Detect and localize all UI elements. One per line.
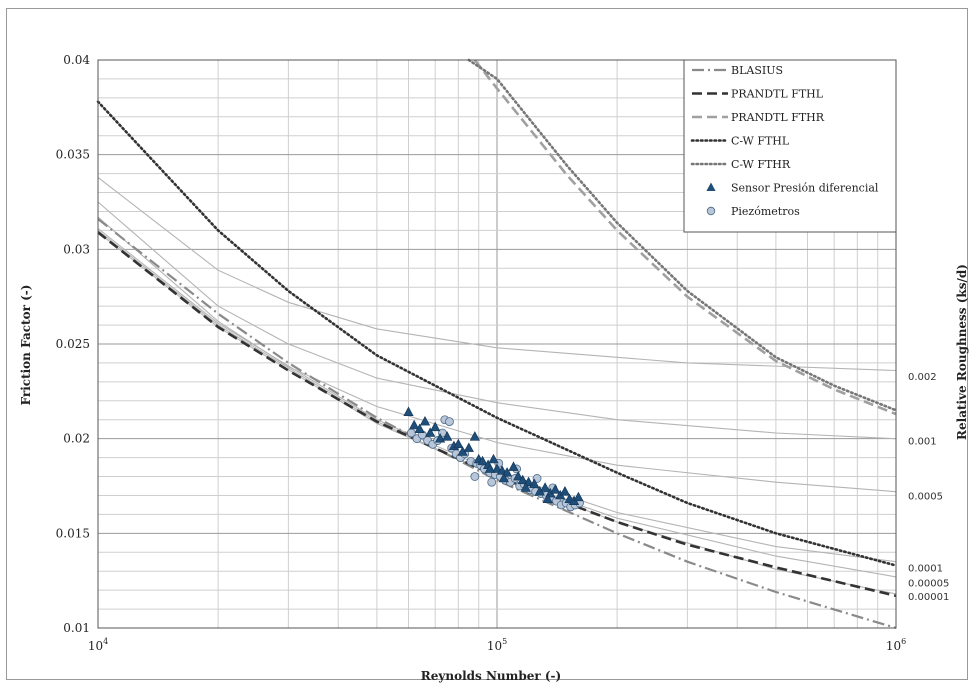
sensor-point — [501, 467, 513, 477]
piezometro-point — [445, 417, 454, 427]
legend-label: Piezómetros — [731, 205, 800, 218]
legend-box — [683, 59, 897, 233]
sensor-point — [520, 482, 531, 492]
sensor-point — [477, 455, 488, 466]
sensor-point — [442, 431, 453, 441]
sensor-point — [508, 461, 519, 471]
piezometro-point — [487, 477, 497, 487]
roughness-curve — [97, 216, 897, 493]
roughness-labels: 0.002 0.001 0.0005 0.0001 0.00005 0.00001 — [908, 372, 949, 603]
series-line — [467, 58, 898, 412]
x-axis-title: Reynolds Number (-) — [421, 669, 561, 683]
y-tick-label: 0.025 — [56, 337, 90, 351]
sensor-point — [517, 474, 528, 485]
y-axis-title: Friction Factor (-) — [19, 285, 33, 406]
roughness-label: 0.001 — [908, 437, 937, 448]
roughness-label: 0.00001 — [908, 592, 949, 603]
sensor-point — [403, 406, 414, 416]
sensor-point — [453, 438, 464, 449]
y-tick-labels: 0.01 0.015 0.02 0.025 0.03 0.035 0.04 — [56, 53, 91, 635]
legend-label: PRANDTL FTHL — [731, 88, 824, 101]
series-line — [473, 59, 897, 416]
sensor-point — [498, 472, 509, 483]
legend: BLASIUS PRANDTL FTHL PRANDTL FTHR C-W FTHL C… — [683, 59, 897, 233]
sensor-point — [542, 493, 553, 504]
y-tick-label: 0.03 — [63, 242, 90, 256]
roughness-label: 0.0005 — [908, 491, 943, 502]
legend-label: C-W FTHL — [731, 135, 790, 148]
x-tick-label: 104 — [88, 637, 108, 653]
y-tick-label: 0.035 — [56, 148, 90, 162]
sensor-point — [469, 431, 480, 441]
y-tick-label: 0.01 — [63, 621, 90, 635]
roughness-label: 0.00005 — [908, 579, 949, 590]
x-tick-label: 106 — [886, 637, 906, 653]
sensor-point — [409, 419, 420, 430]
roughness-curve — [97, 176, 897, 372]
sensor-point — [559, 486, 571, 496]
y-tick-label: 0.04 — [63, 53, 90, 67]
sensor-point — [573, 491, 584, 502]
legend-label: C-W FTHR — [731, 158, 791, 171]
legend-label: BLASIUS — [731, 64, 783, 77]
sensor-point — [414, 423, 425, 433]
sensor-point — [540, 482, 551, 492]
data-markers — [403, 406, 584, 512]
x-tick-label: 105 — [487, 637, 507, 653]
x-tick-labels: 104 105 106 — [88, 637, 906, 653]
sensor-point — [484, 463, 496, 473]
piezometro-point — [470, 472, 480, 481]
series-line — [97, 218, 897, 630]
sensor-point — [491, 463, 503, 473]
sensor-point — [419, 415, 431, 426]
sensor-point — [488, 453, 499, 464]
roughness-label: 0.0001 — [908, 563, 943, 574]
legend-marker-sensor — [706, 182, 716, 191]
sensor-point — [425, 427, 436, 437]
legend-label: PRANDTL FTHR — [731, 111, 825, 124]
roughness-label: 0.002 — [908, 372, 937, 383]
legend-label: Sensor Presión diferencial — [731, 182, 879, 195]
legend-marker-piezometro — [706, 206, 716, 216]
y-tick-label: 0.02 — [63, 432, 90, 446]
y-tick-label: 0.015 — [56, 526, 90, 540]
series-line — [96, 100, 898, 567]
plot-area-border — [97, 59, 897, 629]
sensor-point — [529, 478, 540, 488]
sensor-point — [430, 421, 441, 432]
sensor-point — [513, 470, 524, 481]
roughness-curve — [97, 201, 897, 440]
sensor-point — [550, 484, 561, 494]
sensor-point — [463, 442, 474, 452]
y2-axis-title: Relative Roughness (ks/d) — [955, 264, 969, 440]
